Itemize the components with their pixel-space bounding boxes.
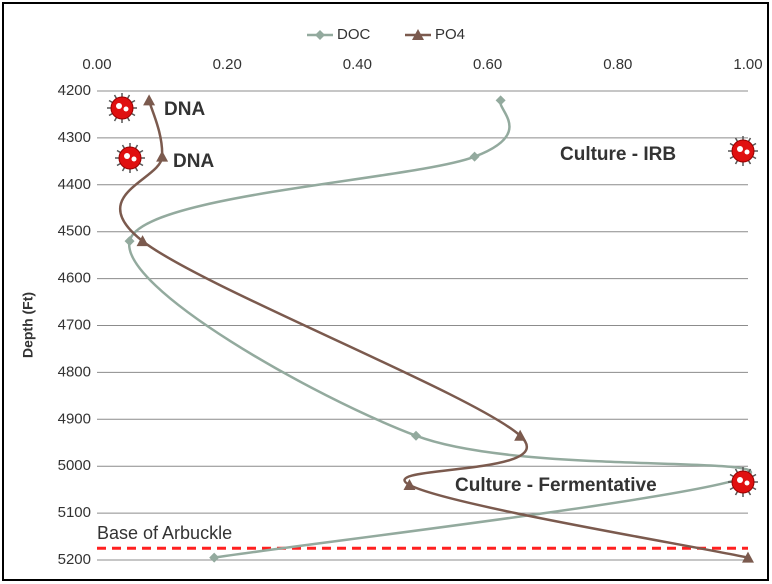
marker — [143, 94, 156, 106]
annotation: Culture - Fermentative — [455, 475, 657, 496]
y-tick-label: 5000 — [58, 457, 91, 474]
x-tick-label: 0.40 — [343, 56, 372, 73]
y-tick-label: 4400 — [58, 176, 91, 193]
marker — [495, 95, 506, 106]
icon-body — [110, 96, 134, 120]
marker — [315, 30, 325, 40]
y-tick-label: 4600 — [58, 270, 91, 287]
icon-eye — [116, 103, 122, 109]
icon-eye — [744, 480, 750, 486]
annotation: DNA — [173, 151, 214, 172]
y-tick-label: 4200 — [58, 82, 91, 99]
marker — [136, 235, 149, 247]
icon-eye — [123, 106, 129, 112]
y-tick-label: 4700 — [58, 316, 91, 333]
icon-eye — [124, 153, 130, 159]
marker — [156, 150, 169, 162]
reference-label: Base of Arbuckle — [97, 523, 232, 543]
series-line — [128, 99, 753, 559]
y-tick-label: 5200 — [58, 551, 91, 568]
marker — [412, 29, 424, 40]
icons — [107, 93, 758, 497]
y-tick-label: 4300 — [58, 129, 91, 146]
marker — [403, 478, 416, 490]
x-tick-label: 0.00 — [82, 56, 111, 73]
plot: 4200 4300 4400 4500 4600 4700 4800 4900 5000 5100… — [58, 26, 763, 568]
x-tick-label: 0.60 — [473, 56, 502, 73]
icon-body — [731, 139, 755, 163]
x-tick-label: 1.00 — [733, 56, 762, 73]
series-line — [118, 100, 749, 559]
x-tick-label: 0.80 — [603, 56, 632, 73]
icon-body — [118, 146, 142, 170]
annotation: Culture - IRB — [560, 144, 676, 165]
marker — [514, 429, 527, 441]
icon-eye — [131, 156, 137, 162]
icon-eye — [737, 146, 743, 152]
y-tick-label: 4500 — [58, 223, 91, 240]
x-tick-label: 0.20 — [213, 56, 242, 73]
y-tick-label: 5100 — [58, 504, 91, 521]
marker — [742, 551, 754, 563]
icon-body — [731, 470, 755, 494]
legend-label: DOC — [337, 26, 371, 43]
marker — [410, 430, 421, 441]
annotation: DNA — [164, 99, 205, 120]
legend-label: PO4 — [435, 26, 465, 43]
icon-eye — [744, 149, 750, 155]
marker — [469, 151, 480, 162]
marker — [124, 236, 135, 247]
y-tick-label: 4900 — [58, 410, 91, 427]
marker — [209, 552, 220, 563]
y-axis-title: Depth (Ft) — [20, 292, 36, 358]
y-tick-label: 4800 — [58, 363, 91, 380]
icon-eye — [737, 477, 743, 483]
